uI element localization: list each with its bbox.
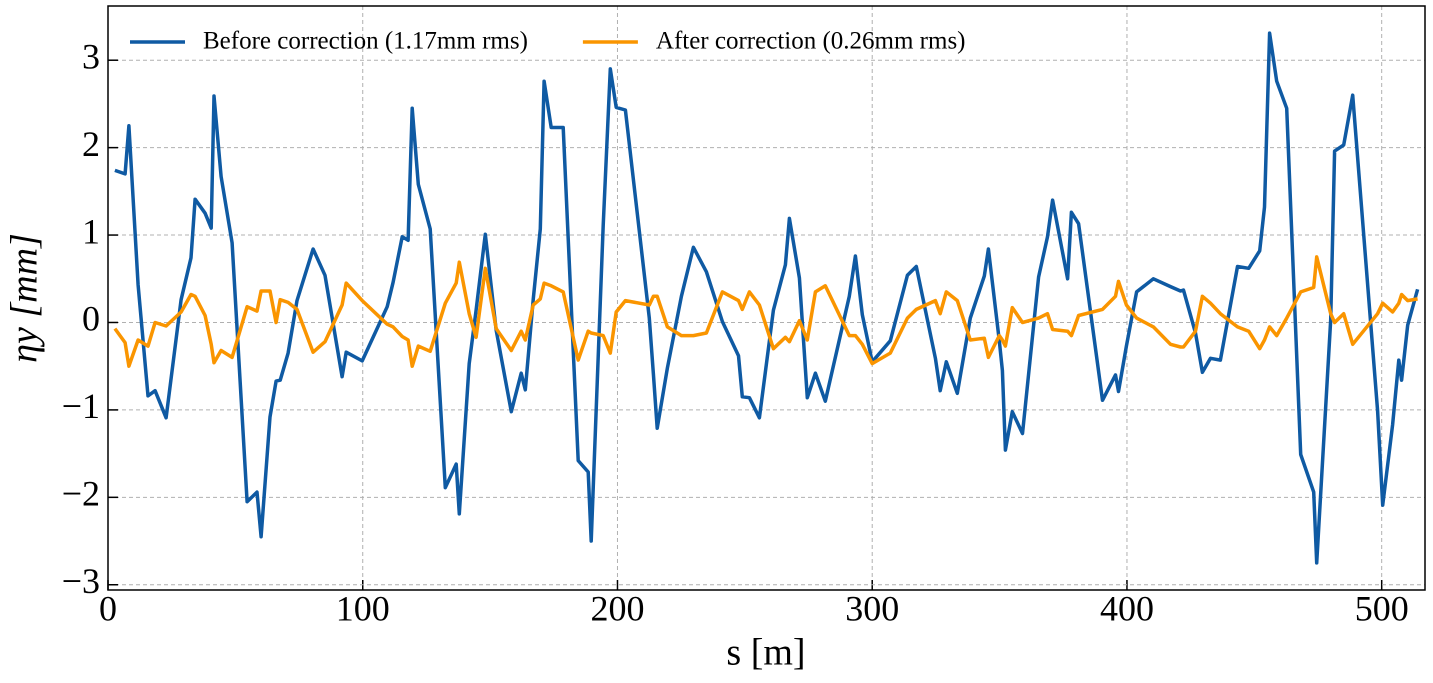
y-tick-label: 2 [82,124,100,164]
y-tick-label: −3 [62,561,100,601]
x-tick-label: 500 [1355,588,1409,628]
y-axis-label: ηy [mm] [4,233,46,363]
plot-frame [107,5,1426,591]
x-tick-label: 100 [336,588,390,628]
x-tick-label: 300 [845,588,899,628]
y-tick-label: −1 [62,386,100,426]
legend-label: After correction (0.26mm rms) [656,28,966,55]
data-line [114,31,1420,565]
x-axis-label: s [m] [726,632,805,674]
legend-label: Before correction (1.17mm rms) [203,28,528,55]
x-tick-label: 0 [99,588,117,628]
data-line [113,255,1418,368]
y-tick-label: −2 [62,474,100,514]
x-tick-label: 200 [590,588,644,628]
y-tick-label: 3 [82,36,100,76]
y-tick-label: 1 [82,211,100,251]
y-tick-label: 0 [82,299,100,339]
x-tick-label: 400 [1100,588,1154,628]
